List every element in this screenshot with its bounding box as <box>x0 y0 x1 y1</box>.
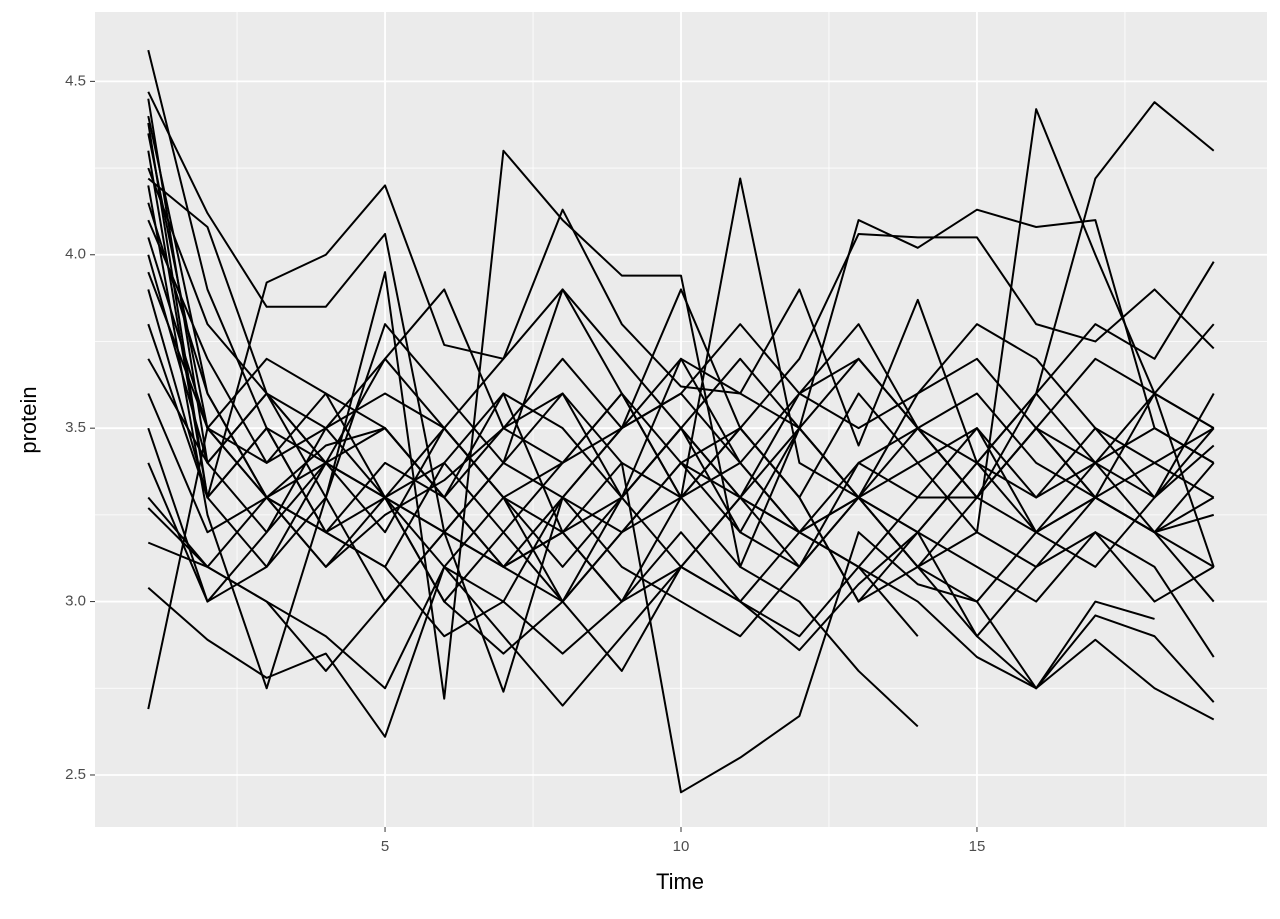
y-axis-title: protein <box>16 386 41 453</box>
series-line <box>147 91 1215 693</box>
y-tick-label: 4.5 <box>65 72 86 89</box>
x-tick-label: 5 <box>381 838 389 855</box>
series-line <box>147 496 1215 655</box>
y-tick-label: 2.5 <box>65 766 86 783</box>
y-tick-label: 4.0 <box>65 246 86 263</box>
y-tick-label: 3.0 <box>65 593 86 610</box>
x-tick-label: 15 <box>969 838 986 855</box>
x-axis-title: Time <box>656 869 704 894</box>
series-line <box>147 323 1155 690</box>
x-tick-label: 10 <box>673 838 690 855</box>
series-line <box>147 271 1215 568</box>
y-tick-label: 3.5 <box>65 419 86 436</box>
series-line <box>147 461 1215 658</box>
series-line <box>147 177 1215 499</box>
